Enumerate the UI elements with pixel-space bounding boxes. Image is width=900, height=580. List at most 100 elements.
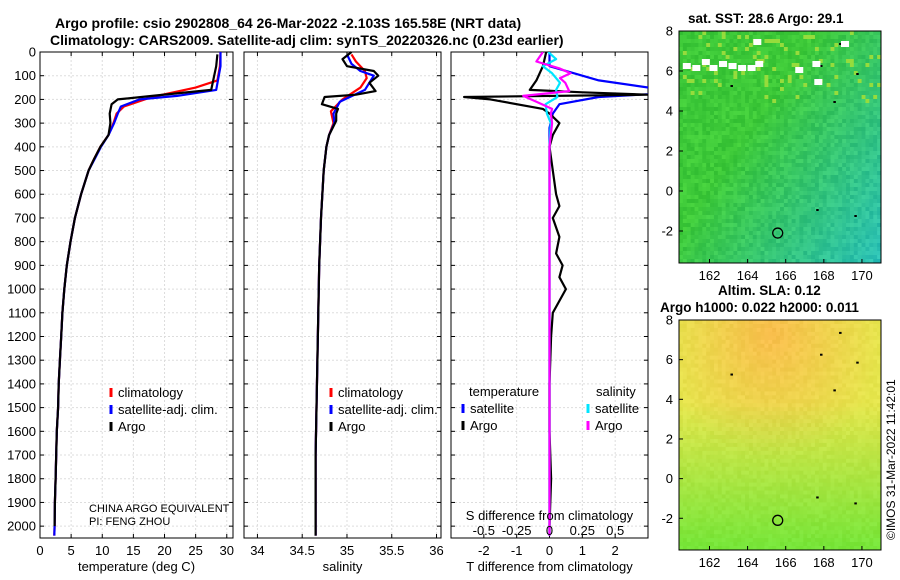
map-cell <box>713 231 719 236</box>
map-cell <box>768 59 773 64</box>
map-cell <box>799 195 804 200</box>
map-cell <box>682 335 688 341</box>
map-cell <box>729 139 734 144</box>
map-cell <box>686 47 692 52</box>
map-cell <box>842 63 847 68</box>
map-cell <box>861 59 867 64</box>
map-cell <box>741 339 746 345</box>
map-cell <box>690 147 696 152</box>
map-cell <box>748 323 754 329</box>
map-cell <box>698 35 703 40</box>
map-cell <box>682 147 688 152</box>
map-cell <box>830 387 835 392</box>
map-cell <box>702 235 707 240</box>
map-cell <box>795 127 801 132</box>
map-cell <box>690 35 696 40</box>
map-cell <box>694 187 700 192</box>
map-cell <box>694 183 700 188</box>
map-cell <box>811 231 816 236</box>
map-cell <box>698 399 703 404</box>
cloud-mask-cell <box>753 39 762 45</box>
map-cell <box>694 79 700 84</box>
map-cell <box>814 211 820 216</box>
map-cell <box>710 115 715 120</box>
map-cell <box>830 435 835 440</box>
map-cell <box>686 135 692 140</box>
map-cell <box>745 151 750 156</box>
map-cell <box>682 438 688 444</box>
map-cell <box>849 63 855 68</box>
map-cell <box>873 399 878 404</box>
map-cell <box>772 403 777 408</box>
map-cell <box>741 43 746 48</box>
map-cell <box>729 179 734 184</box>
map-cell <box>706 371 711 377</box>
map-cell <box>791 187 797 192</box>
series-line-satellite <box>314 53 375 536</box>
map-cell <box>830 63 835 68</box>
map-cell <box>803 320 808 325</box>
map-cell <box>772 71 777 76</box>
map-cell <box>745 87 750 92</box>
map-cell <box>803 203 808 208</box>
map-cell <box>698 39 703 44</box>
map-cell <box>717 203 723 208</box>
map-cell <box>733 203 738 208</box>
map-cell <box>776 199 781 204</box>
map-cell <box>834 119 839 124</box>
map-cell <box>717 123 723 128</box>
map-cell <box>772 195 777 200</box>
map-cell <box>741 207 746 212</box>
map-cell <box>760 235 766 240</box>
map-cell <box>811 195 816 200</box>
map-cell <box>737 320 742 325</box>
map-cell <box>679 63 684 68</box>
map-cell <box>873 167 878 172</box>
map-cell <box>706 239 711 244</box>
map-cell <box>857 163 863 168</box>
map-cell <box>756 67 762 72</box>
map-cell <box>853 35 859 40</box>
map-cell <box>857 331 863 337</box>
map-cell <box>776 191 781 196</box>
map-cell <box>733 383 738 389</box>
map-cell <box>853 395 859 400</box>
map-cell <box>846 207 851 212</box>
map-cell <box>803 43 808 48</box>
map-cell <box>830 75 835 80</box>
map-cell <box>799 163 804 168</box>
map-cell <box>694 151 700 156</box>
map-cell <box>814 371 820 377</box>
map-cell <box>803 51 808 56</box>
map-cell <box>682 87 688 92</box>
map-cell <box>710 199 715 204</box>
map-cell <box>725 91 731 96</box>
map-cell <box>834 395 839 400</box>
map-cell <box>776 55 781 60</box>
map-cell <box>873 111 878 116</box>
map-cell <box>830 415 835 420</box>
map-cell <box>682 239 688 244</box>
map-cell <box>721 167 727 172</box>
map-cell <box>694 199 700 204</box>
map-cell <box>865 371 870 377</box>
map-cell <box>776 59 781 64</box>
map-cell <box>772 175 777 180</box>
map-cell <box>748 39 754 44</box>
map-cell <box>780 251 785 256</box>
map-cell <box>783 151 789 156</box>
map-cell <box>799 395 804 400</box>
map-cell <box>811 139 816 144</box>
s-diff-tick-label: 0.5 <box>606 523 624 538</box>
map-cell <box>760 111 766 116</box>
map-cell <box>745 43 750 48</box>
map-cell <box>791 147 797 152</box>
map-cell <box>842 159 847 164</box>
island-mark <box>816 209 819 211</box>
map-cell <box>834 83 839 88</box>
map-cell <box>834 191 839 196</box>
map-cell <box>706 320 711 325</box>
map-cell <box>791 163 797 168</box>
map-x-tick-label: 168 <box>813 268 835 283</box>
map-cell <box>698 135 703 140</box>
